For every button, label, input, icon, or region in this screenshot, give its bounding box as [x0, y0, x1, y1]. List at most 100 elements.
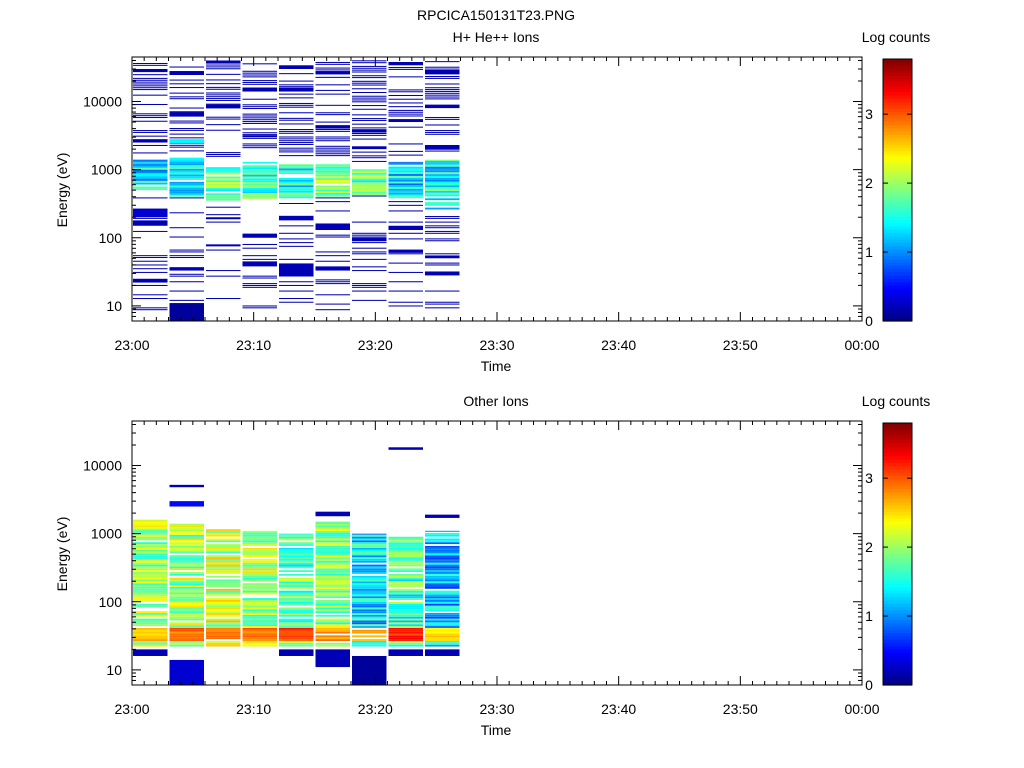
- heatmap-cell: [206, 180, 241, 183]
- heatmap-cell: [425, 573, 460, 576]
- heatmap-cell: [315, 590, 350, 593]
- heatmap-cell: [242, 247, 277, 249]
- heatmap-cell: [279, 618, 314, 621]
- heatmap-cell: [242, 560, 277, 563]
- heatmap-cell: [206, 620, 241, 623]
- heatmap-cell: [169, 562, 204, 565]
- heatmap-cell: [133, 165, 168, 168]
- heatmap-cell: [206, 176, 241, 179]
- heatmap-cell: [242, 305, 277, 307]
- heatmap-cell: [169, 257, 204, 259]
- x-tick-label: 23:10: [236, 701, 271, 717]
- colorbar-tick-label: 0: [865, 313, 873, 329]
- colorbar-segment: [883, 432, 912, 437]
- heatmap-cell: [169, 536, 204, 539]
- heatmap-cell: [315, 529, 350, 532]
- heatmap-cell: [388, 190, 423, 193]
- heatmap-cell: [133, 81, 168, 83]
- heatmap-cell: [388, 221, 423, 223]
- heatmap-cell: [169, 573, 204, 576]
- heatmap-cell: [279, 620, 314, 623]
- heatmap-cell: [206, 538, 241, 541]
- heatmap-cell: [388, 98, 423, 100]
- heatmap-cell: [388, 161, 423, 163]
- heatmap-cell: [388, 596, 423, 599]
- heatmap-cell: [352, 71, 387, 73]
- heatmap-cell: [279, 626, 314, 628]
- heatmap-cell: [388, 562, 423, 565]
- heatmap-cell: [133, 307, 168, 309]
- heatmap-cell: [315, 542, 350, 545]
- heatmap-cell: [169, 534, 204, 537]
- heatmap-cell: [206, 187, 241, 190]
- heatmap-cell: [242, 87, 277, 92]
- heatmap-cell: [279, 594, 314, 597]
- heatmap-cell: [133, 268, 168, 270]
- heatmap-cell: [315, 642, 350, 645]
- heatmap-cell: [352, 586, 387, 589]
- heatmap-cell: [425, 545, 460, 548]
- heatmap-cell: [242, 642, 277, 645]
- heatmap-cell: [133, 629, 168, 632]
- heatmap-cell: [425, 599, 460, 602]
- heatmap-cell: [133, 631, 168, 634]
- heatmap-cell: [352, 270, 387, 272]
- heatmap-cell: [315, 181, 350, 184]
- colorbar-segment: [883, 252, 912, 257]
- heatmap-cell: [169, 249, 204, 251]
- heatmap-cell: [388, 649, 423, 656]
- colorbar-segment: [883, 652, 912, 657]
- y-tick-label: 10000: [83, 94, 122, 110]
- colorbar-segment: [883, 527, 912, 532]
- heatmap-cell: [425, 240, 460, 242]
- heatmap-cell: [425, 581, 460, 584]
- colorbar-segment: [883, 203, 912, 207]
- heatmap-cell: [425, 613, 460, 615]
- heatmap-cell: [352, 622, 387, 625]
- heatmap-cell: [425, 627, 460, 630]
- heatmap-cell: [242, 137, 277, 139]
- heatmap-cell: [425, 532, 460, 535]
- heatmap-cell: [425, 555, 460, 558]
- heatmap-cell: [169, 611, 204, 614]
- heatmap-cell: [242, 644, 277, 647]
- heatmap-cell: [315, 71, 350, 75]
- heatmap-cell: [315, 178, 350, 180]
- heatmap-cell: [169, 183, 204, 186]
- heatmap-cell: [425, 61, 460, 63]
- heatmap-cell: [133, 627, 168, 630]
- heatmap-cell: [133, 558, 168, 561]
- heatmap-cell: [315, 549, 350, 552]
- colorbar-segment: [883, 658, 912, 663]
- heatmap-cell: [352, 138, 387, 140]
- panel-title: H+ He++ Ions: [453, 29, 540, 45]
- heatmap-cell: [169, 98, 204, 100]
- heatmap-cell: [425, 133, 460, 135]
- heatmap-cell: [206, 172, 241, 175]
- heatmap-cell: [315, 153, 350, 155]
- heatmap-cell: [279, 284, 314, 286]
- heatmap-cell: [133, 536, 168, 539]
- heatmap-cell: [242, 583, 277, 586]
- heatmap-cell: [352, 266, 387, 268]
- heatmap-cell: [315, 599, 350, 602]
- heatmap-cell: [425, 624, 460, 627]
- heatmap-cell: [206, 116, 241, 118]
- heatmap-cell: [352, 639, 387, 641]
- colorbar-segment: [883, 629, 912, 634]
- heatmap-cell: [315, 635, 350, 638]
- heatmap-cell: [388, 616, 423, 619]
- heatmap-cell: [133, 585, 168, 587]
- heatmap-cell: [388, 540, 423, 543]
- heatmap-cell: [169, 586, 204, 589]
- heatmap-cell: [279, 642, 314, 645]
- heatmap-cell: [206, 99, 241, 101]
- heatmap-cell: [242, 631, 277, 634]
- heatmap-cell: [279, 542, 314, 545]
- heatmap-cell: [169, 290, 204, 292]
- heatmap-cell: [315, 294, 350, 296]
- heatmap-cell: [352, 129, 387, 133]
- heatmap-cell: [425, 547, 460, 550]
- heatmap-cell: [315, 151, 350, 153]
- colorbar-segment: [883, 160, 912, 165]
